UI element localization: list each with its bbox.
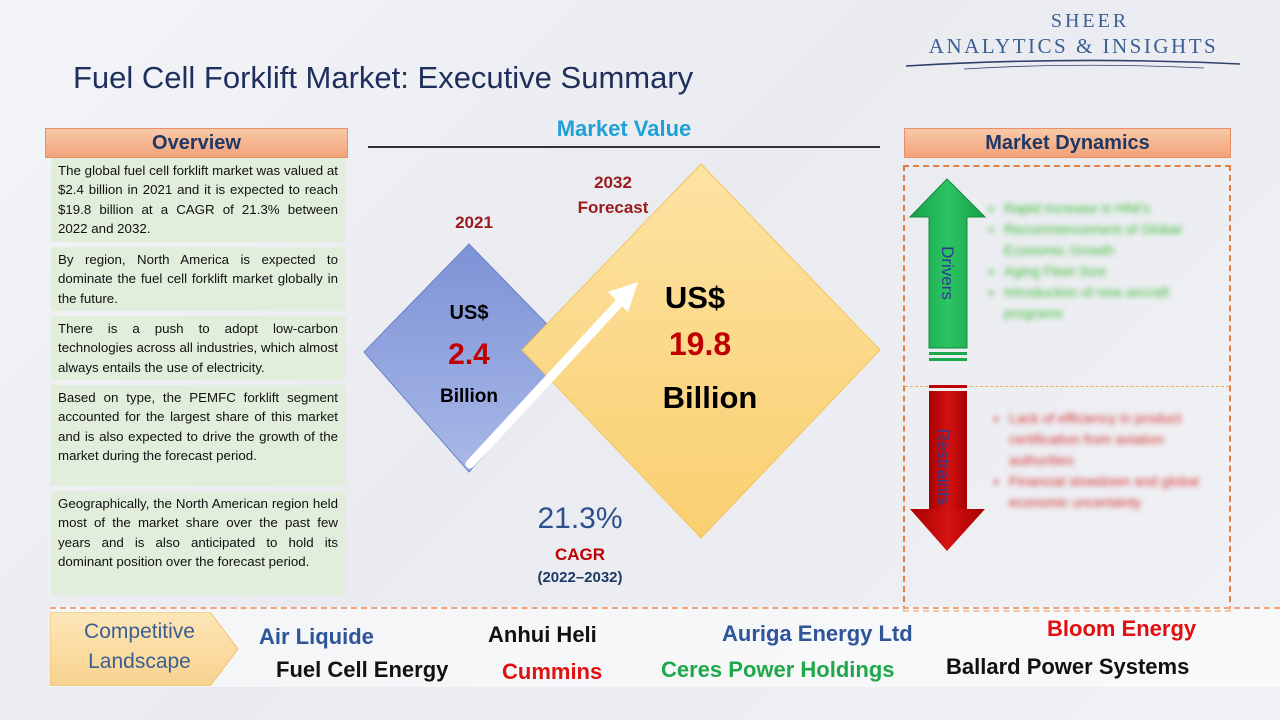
restraints-list: Lack of efficiency in product certificat… (995, 408, 1215, 513)
down-arrow-icon (910, 385, 985, 551)
base-year: 2021 (455, 213, 493, 232)
company-name: Air Liquide (259, 624, 374, 649)
company-name: Auriga Energy Ltd (722, 621, 913, 646)
company-name: Fuel Cell Energy (276, 657, 449, 682)
drivers-label: Drivers (938, 246, 957, 300)
overview-paragraph: By region, North America is expected to … (51, 247, 346, 311)
driver-item: Rapid increase in HNI's (1004, 198, 1220, 219)
company-name: Ballard Power Systems (946, 654, 1190, 679)
overview-paragraph: Geographically, the North American regio… (51, 491, 346, 595)
forecast-currency: US$ (664, 280, 726, 315)
logo-swoosh-icon (905, 59, 1241, 70)
competitive-landscape-label: Landscape (88, 650, 191, 673)
base-unit: Billion (439, 386, 499, 407)
market-value-diamonds (363, 163, 881, 539)
market-value-header: Market Value (556, 116, 692, 141)
driver-item: Introduction of new aircraft programs (1004, 282, 1220, 324)
market-value-divider (368, 146, 880, 148)
logo-line1: SHEER (1050, 10, 1130, 32)
company-name: Bloom Energy (1047, 616, 1197, 641)
logo-line2: ANALYTICS & INSIGHTS (928, 34, 1219, 58)
company-name: Cummins (502, 659, 603, 684)
forecast-label: Forecast (577, 198, 649, 217)
overview-paragraph: There is a push to adopt low-carbon tech… (51, 316, 346, 380)
forecast-year-block: 2032 Forecast (553, 170, 673, 220)
base-currency: US$ (449, 302, 489, 324)
competitive-landscape-strip (50, 607, 1280, 687)
up-arrow-icon (908, 178, 987, 361)
forecast-year: 2032 (594, 173, 632, 192)
cagr-value: 21.3% (537, 502, 623, 535)
base-value: 2.4 (448, 338, 490, 371)
company-name: Ceres Power Holdings (661, 657, 895, 682)
cagr-period: (2022–2032) (537, 569, 623, 586)
page-title: Fuel Cell Forklift Market: Executive Sum… (73, 60, 694, 95)
overview-paragraph: Based on type, the PEMFC forklift segmen… (51, 385, 346, 486)
company-name: Anhui Heli (488, 622, 597, 647)
restraint-item: Financial slowdown and global economic u… (1009, 471, 1215, 513)
restraints-label: Restraints (934, 428, 953, 506)
driver-item: Recommencement of Global Economic Growth (1004, 219, 1220, 261)
market-dynamics-header: Market Dynamics (904, 128, 1231, 158)
drivers-list: Rapid increase in HNI's Recommencement o… (990, 198, 1220, 324)
competitive-landscape-badge (50, 612, 239, 686)
competitive-landscape-label: Competitive (84, 620, 195, 643)
forecast-value: 19.8 (668, 326, 732, 362)
base-value-diamond (363, 243, 575, 473)
dynamics-arrows (908, 178, 987, 551)
forecast-value-diamond (521, 163, 881, 539)
overview-paragraph: The global fuel cell forklift market was… (51, 158, 346, 242)
growth-arrow-icon (465, 282, 638, 469)
forecast-unit: Billion (662, 380, 758, 415)
driver-item: Aging Fleet Size (1004, 261, 1220, 282)
restraint-item: Lack of efficiency in product certificat… (1009, 408, 1215, 471)
cagr-label: CAGR (554, 545, 606, 564)
overview-header: Overview (45, 128, 348, 158)
dynamics-divider (905, 386, 1229, 387)
